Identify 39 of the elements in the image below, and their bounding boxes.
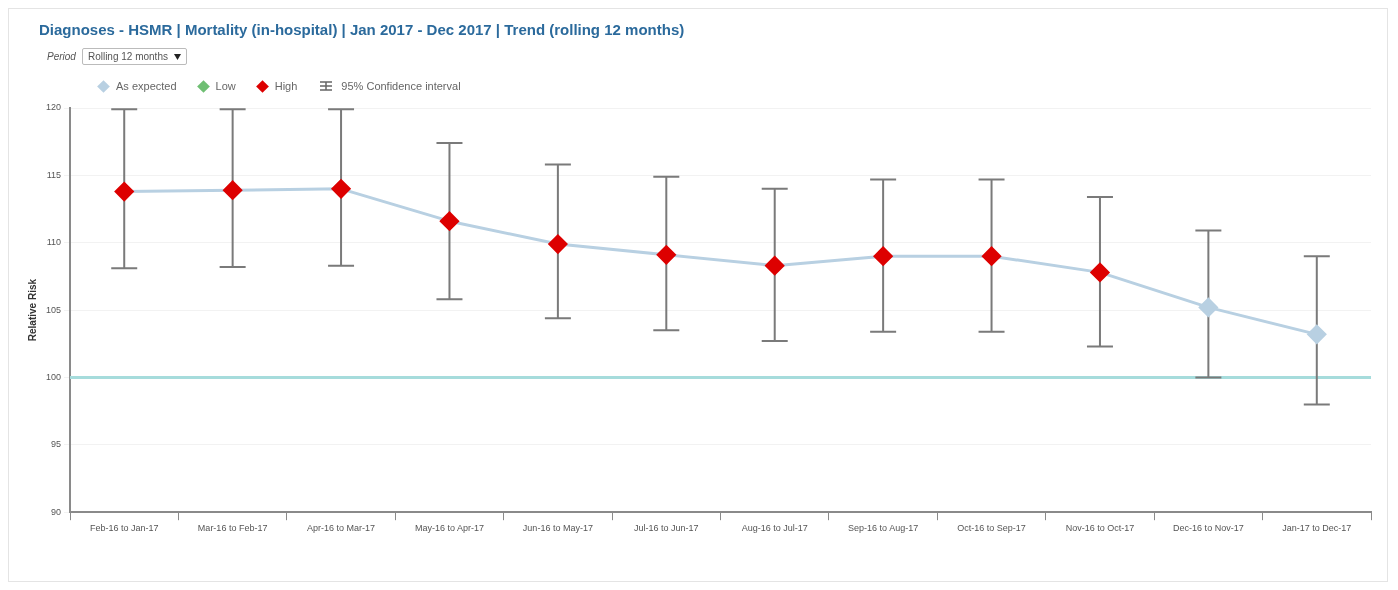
point (1198, 297, 1218, 317)
point (439, 211, 459, 231)
x-tick-label: Mar-16 to Feb-17 (197, 523, 268, 534)
x-tick-label: Jul-16 to Jun-17 (634, 523, 699, 534)
point (765, 256, 785, 276)
y-tick-label: 90 (51, 506, 62, 517)
y-tick-label: 115 (46, 169, 62, 180)
text: 95% Confidence interval (341, 80, 461, 92)
x-tick-label: May-16 to Apr-17 (414, 523, 484, 534)
x-tick-label: Apr-16 to Mar-17 (307, 523, 376, 534)
y-tick-label: 120 (45, 102, 62, 113)
text: Period (47, 51, 76, 62)
legend-label: High (274, 80, 298, 92)
legend-label: Low (215, 80, 236, 92)
y-axis-title: Relative Risk (26, 278, 38, 342)
x-tick-label: Feb-16 to Jan-17 (89, 523, 159, 534)
point (223, 180, 243, 200)
y-tick-label: 110 (46, 237, 62, 248)
x-tick-label: Nov-16 to Oct-17 (1065, 523, 1135, 534)
x-tick-label: Sep-16 to Aug-17 (848, 523, 919, 534)
point (1307, 324, 1327, 344)
x-tick-label: Jan-17 to Dec-17 (1282, 523, 1352, 534)
point (1090, 262, 1110, 282)
point (548, 234, 568, 254)
x-tick-label: Oct-16 to Sep-17 (957, 523, 1026, 534)
point (114, 182, 134, 202)
x-tick-label: Dec-16 to Nov-17 (1173, 523, 1244, 534)
x-tick-label: Jun-16 to May-17 (522, 523, 593, 534)
legend-label: As expected (116, 80, 177, 92)
point (331, 179, 351, 199)
point (873, 246, 893, 266)
dropdown: Rolling 12 months (81, 48, 187, 65)
point (982, 246, 1002, 266)
x-tick-label: Aug-16 to Jul-17 (741, 523, 808, 534)
point (656, 245, 676, 265)
chart-title: Diagnoses - HSMR | Mortality (in-hospital) | Jan 2017 - Dec 2017 | Trend (rolling 12 months) (38, 20, 686, 38)
y-tick-label: 95 (51, 439, 62, 450)
y-tick-label: 100 (45, 371, 62, 382)
y-tick-label: 105 (45, 304, 62, 315)
